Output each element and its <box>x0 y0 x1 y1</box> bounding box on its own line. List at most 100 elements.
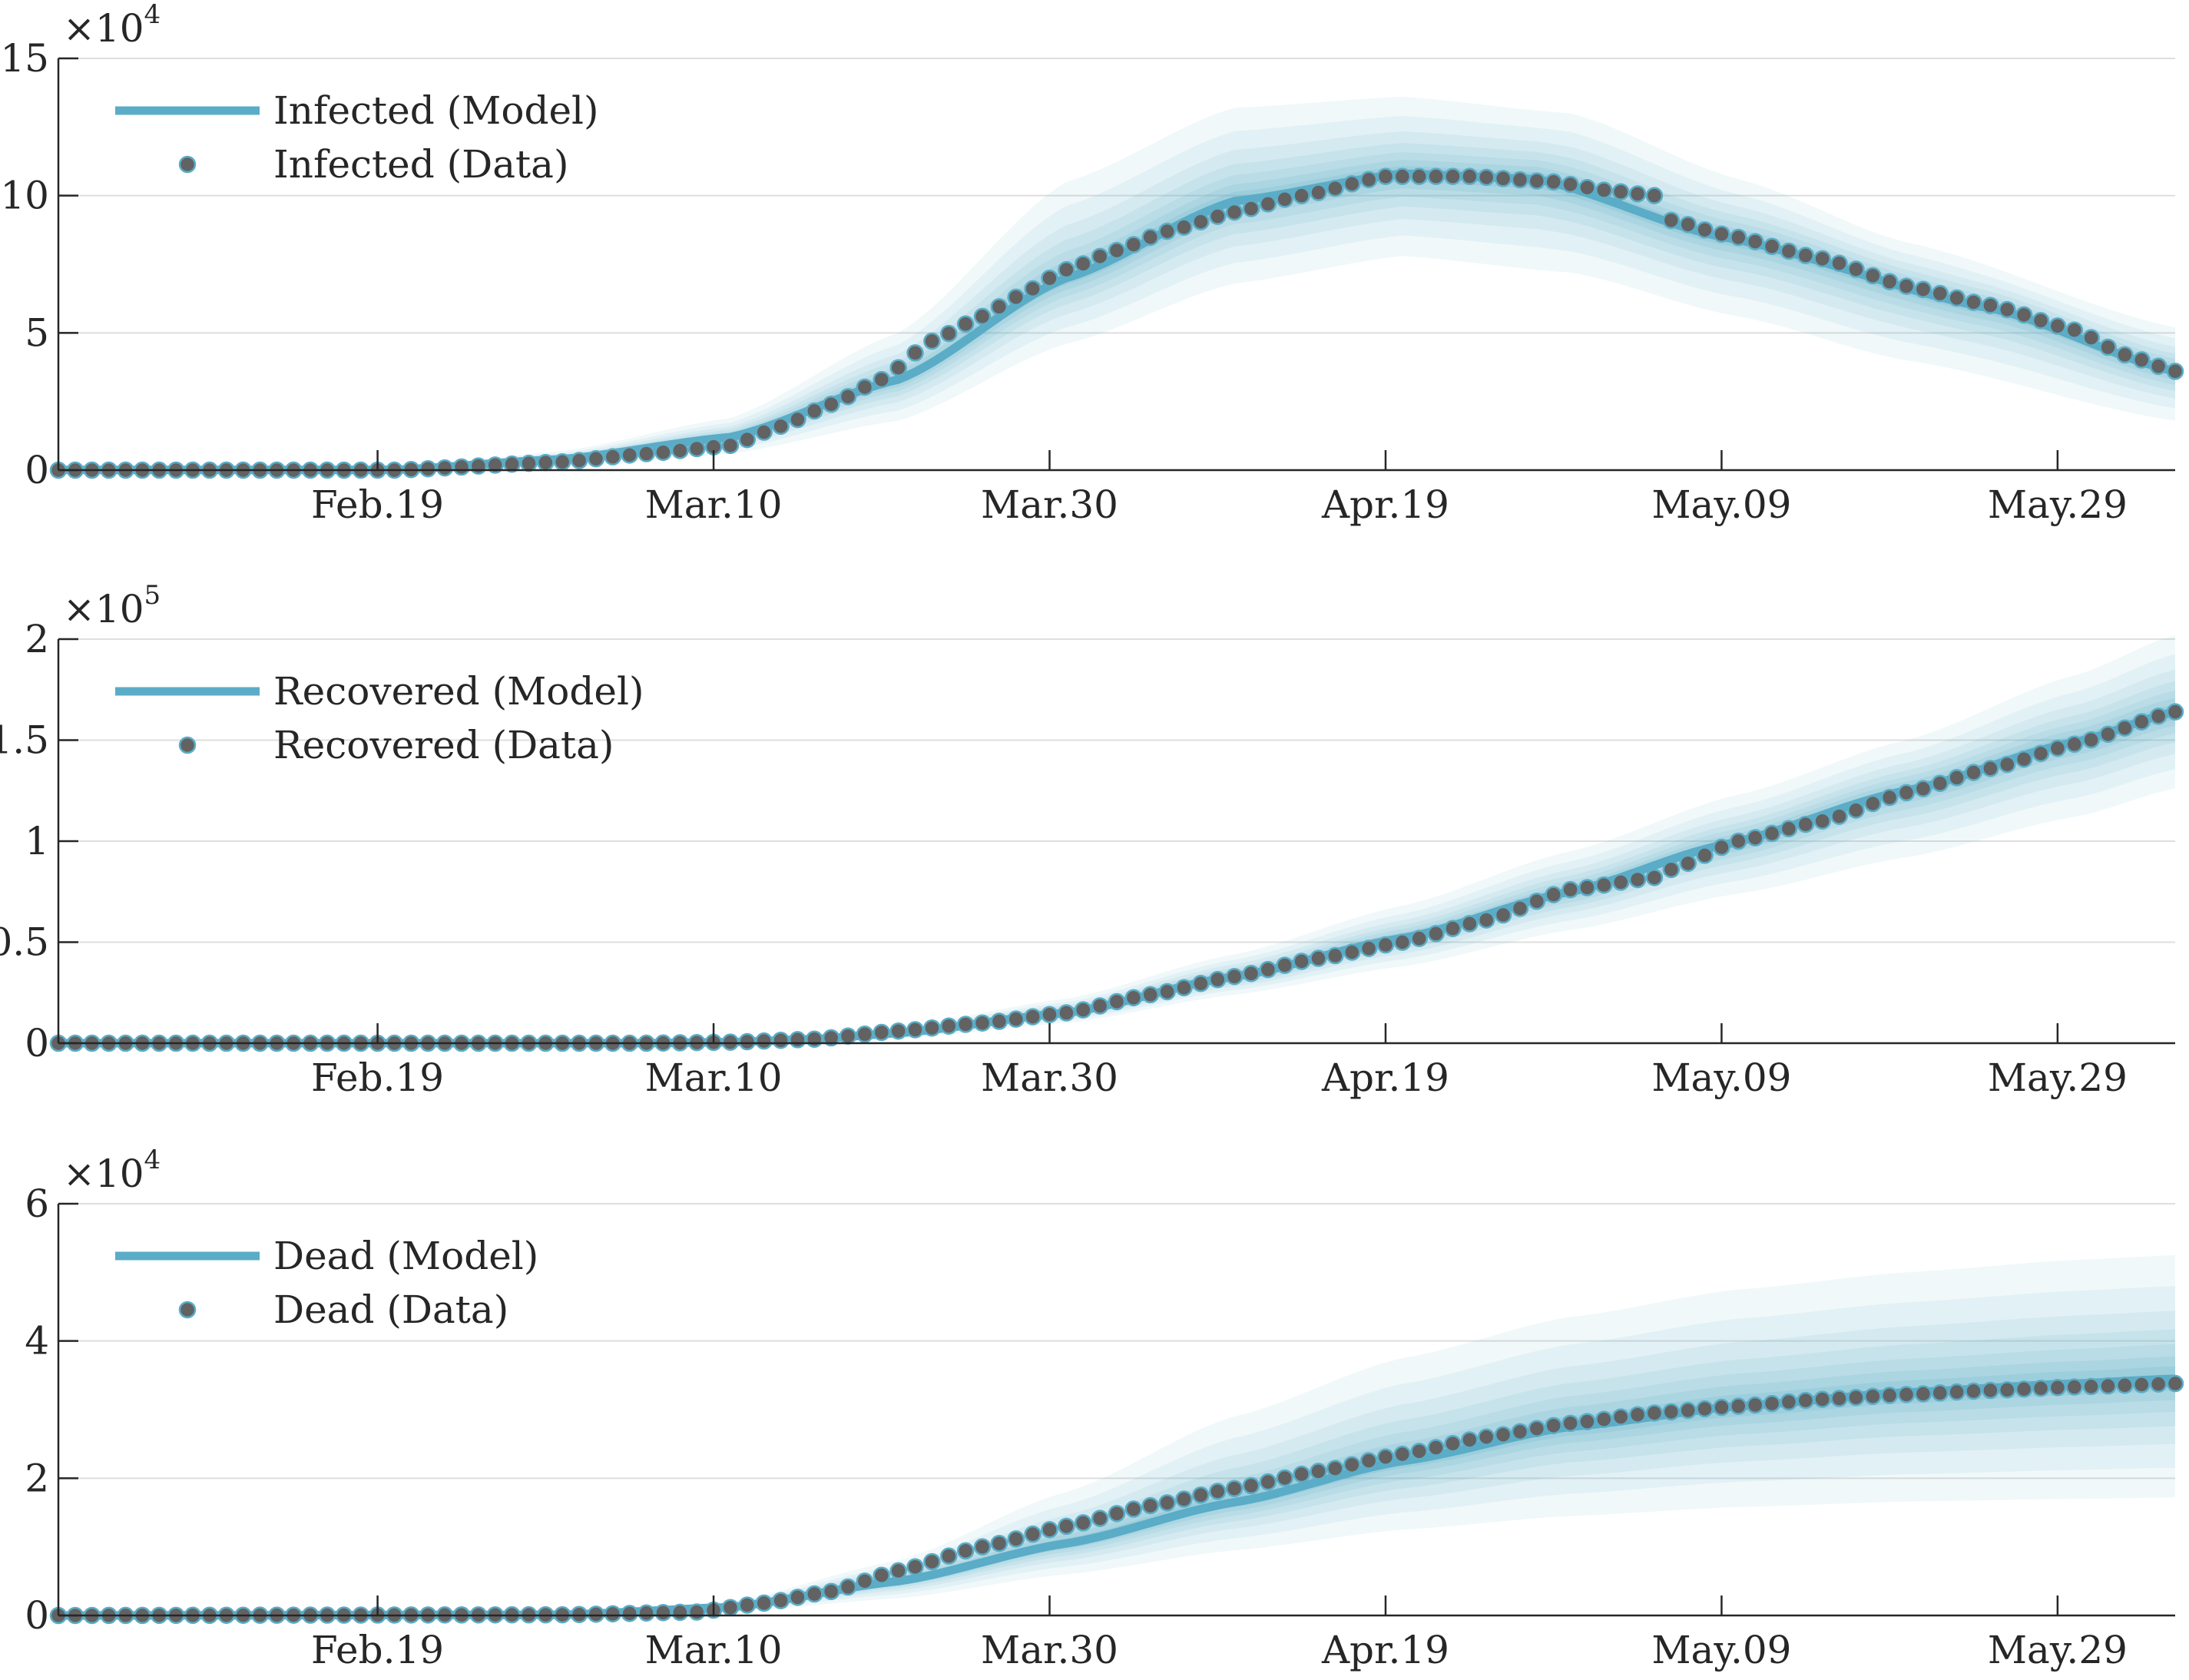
exponent-base: ×10 <box>63 1151 144 1196</box>
data-point <box>1124 236 1143 253</box>
data-point <box>587 449 605 468</box>
legend-label-model: Dead (Model) <box>273 1234 538 1278</box>
data-point <box>1175 1490 1193 1508</box>
panel-dead: 0 2 4 6 Feb.19 Mar.10 Mar.30 Apr.19 May.09 May.29… <box>25 1145 2184 1672</box>
data-point <box>990 1012 1008 1030</box>
data-point <box>1276 956 1293 974</box>
data-point <box>1914 780 1932 797</box>
data-point <box>1427 925 1445 943</box>
data-point <box>1393 933 1412 951</box>
data-point <box>1914 280 1932 298</box>
data-point <box>687 439 706 458</box>
x-tick-label: Mar.30 <box>981 1628 1118 1672</box>
data-point <box>452 458 471 476</box>
data-point <box>1880 273 1899 290</box>
data-point <box>1830 254 1848 273</box>
x-tick-label: May.29 <box>1988 1628 2128 1672</box>
data-point <box>1662 1403 1681 1421</box>
data-point <box>2082 329 2100 346</box>
data-point <box>2048 1379 2067 1397</box>
data-point <box>1427 1439 1445 1456</box>
data-point <box>1192 975 1210 992</box>
data-point <box>889 359 907 376</box>
data-point <box>1494 906 1512 924</box>
data-point <box>1108 241 1126 260</box>
data-point <box>1897 784 1916 802</box>
data-point <box>1041 1521 1058 1539</box>
data-point <box>1746 233 1764 250</box>
data-point <box>839 1027 857 1045</box>
data-point <box>806 1030 823 1048</box>
data-point <box>1982 1381 1999 1400</box>
data-point <box>2116 719 2134 737</box>
exponent-power: 4 <box>144 0 161 30</box>
legend-label-data: Infected (Data) <box>273 142 568 187</box>
confidence-band <box>58 1311 2175 1615</box>
data-point <box>873 1023 891 1042</box>
data-point <box>2133 1376 2151 1393</box>
data-point <box>2099 338 2117 356</box>
data-point <box>1041 269 1058 287</box>
data-point <box>1326 179 1344 197</box>
data-point <box>604 1605 622 1623</box>
data-point <box>604 448 622 466</box>
data-point <box>1225 203 1244 221</box>
data-point <box>1948 1383 1965 1401</box>
data-point <box>1679 854 1697 873</box>
data-point <box>990 298 1008 316</box>
data-point <box>1124 989 1143 1007</box>
y-tick-label: 2 <box>25 1456 49 1500</box>
data-point <box>2032 312 2050 330</box>
data-point <box>1141 1496 1159 1515</box>
exponent-label: ×104 <box>63 1145 161 1196</box>
y-tick-label: 0 <box>25 1593 49 1638</box>
data-point <box>1645 1404 1664 1422</box>
data-point <box>1645 869 1664 886</box>
data-point <box>1611 873 1630 891</box>
data-point <box>1326 946 1344 965</box>
data-point <box>1024 280 1042 298</box>
data-point <box>1477 911 1495 929</box>
data-point <box>721 436 740 455</box>
y-tick-label: 10 <box>0 174 49 218</box>
exponent-power: 4 <box>144 1145 161 1175</box>
data-point <box>1075 255 1092 273</box>
data-point <box>1461 915 1479 933</box>
data-point <box>1461 167 1479 185</box>
legend-label-data: Recovered (Data) <box>273 723 614 767</box>
data-point <box>419 459 437 478</box>
data-point <box>1326 1460 1344 1477</box>
data-point <box>721 1033 740 1051</box>
data-point <box>654 1604 672 1622</box>
data-point <box>1410 1443 1428 1460</box>
data-point <box>873 370 891 389</box>
data-point <box>1192 213 1210 230</box>
data-point <box>1477 1428 1495 1446</box>
data-point <box>1931 1384 1949 1402</box>
data-point <box>1410 929 1428 947</box>
data-point <box>2065 735 2084 754</box>
data-point <box>1713 1398 1730 1417</box>
x-tick-label: Feb.19 <box>311 482 444 527</box>
data-point <box>1578 178 1596 197</box>
data-point <box>671 1603 689 1622</box>
x-tick-label: Mar.30 <box>981 482 1118 527</box>
data-point <box>1628 1406 1647 1423</box>
data-point <box>906 1021 924 1039</box>
data-point <box>1528 172 1546 190</box>
data-point <box>637 445 655 462</box>
x-tick-label: Feb.19 <box>311 1055 444 1100</box>
data-point <box>1864 794 1882 813</box>
data-point <box>1696 1400 1714 1418</box>
data-point <box>738 1596 757 1614</box>
data-point <box>839 388 857 406</box>
data-point <box>1511 900 1529 917</box>
data-point <box>1242 200 1260 217</box>
y-tick-label: 5 <box>25 310 49 355</box>
data-point <box>906 1558 924 1576</box>
data-point <box>1628 870 1647 889</box>
legend-swatch-data <box>178 155 197 174</box>
confidence-band <box>58 152 2175 470</box>
legend: Dead (Model) Dead (Data) <box>115 1234 538 1332</box>
